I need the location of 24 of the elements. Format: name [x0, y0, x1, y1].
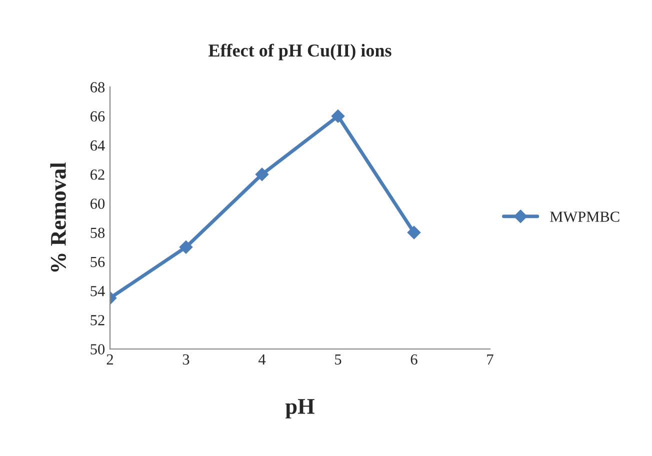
- x-axis-title: pH: [285, 399, 314, 418]
- point: [255, 168, 269, 181]
- y-tick-label: 56: [90, 256, 105, 268]
- x-tick-label: 2: [106, 354, 113, 364]
- point: [331, 110, 345, 123]
- chart-title: Effect of pH Cu(II) ions: [208, 44, 392, 60]
- y-tick-label: 66: [90, 111, 105, 122]
- x-tick-label: 3: [182, 354, 190, 365]
- y-tick-label: 50: [90, 344, 105, 354]
- x-tick-label: 5: [335, 354, 342, 365]
- y-tick-label: 68: [90, 82, 105, 92]
- point: [407, 226, 421, 240]
- y-tick-label: 58: [90, 228, 105, 238]
- point: [179, 240, 193, 254]
- y-tick-label: 62: [90, 170, 104, 180]
- y-tick-label: 54: [90, 286, 105, 296]
- x-tick-label: 7: [487, 354, 494, 364]
- x-tick-label: 6: [410, 354, 418, 365]
- y-tick-label: 52: [90, 315, 104, 326]
- y-axis-title: % Removal: [50, 162, 66, 272]
- x-tick-label: 4: [258, 354, 266, 364]
- y-tick-label: 60: [90, 198, 105, 209]
- y-tick-label: 64: [90, 140, 105, 151]
- legend-label: MWPMBC: [550, 212, 620, 222]
